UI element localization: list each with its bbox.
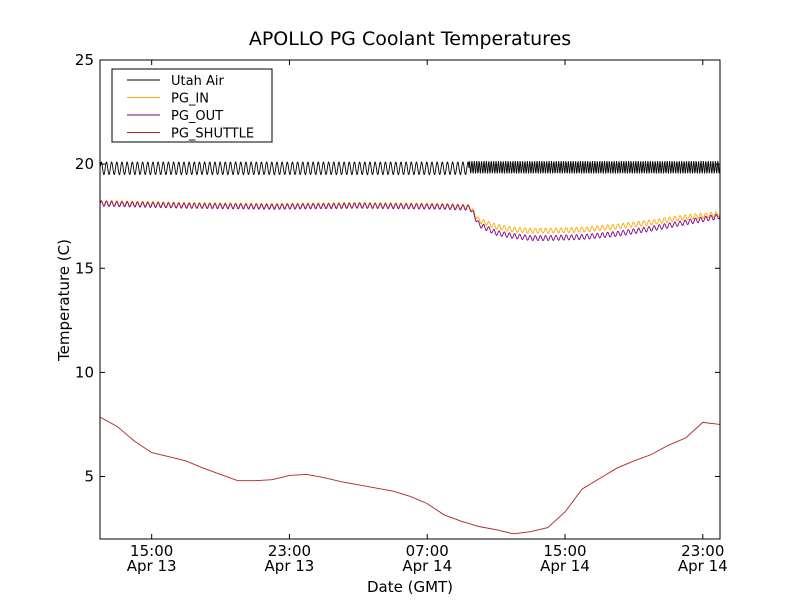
x-tick-label-time: 15:00 bbox=[543, 542, 586, 560]
x-tick-label-time: 07:00 bbox=[406, 542, 449, 560]
series-line-utah-air bbox=[100, 160, 720, 176]
y-tick-label: 15 bbox=[75, 259, 94, 277]
x-tick-label-date: Apr 14 bbox=[678, 557, 728, 575]
legend-entry-label: PG_SHUTTLE bbox=[171, 127, 254, 142]
x-tick-label-date: Apr 14 bbox=[540, 557, 590, 575]
y-tick-label: 5 bbox=[84, 468, 94, 486]
x-tick-label-time: 15:00 bbox=[130, 542, 173, 560]
x-tick-label-time: 23:00 bbox=[268, 542, 311, 560]
x-tick-label-time: 23:00 bbox=[681, 542, 724, 560]
series-line-pg-out bbox=[100, 200, 720, 242]
legend: Utah Air PG_IN PG_OUT PG_SHUTTLE bbox=[111, 68, 273, 143]
y-tick-label: 20 bbox=[75, 155, 94, 173]
chart-title: APOLLO PG Coolant Temperatures bbox=[249, 28, 571, 50]
y-tick-label: 10 bbox=[75, 363, 94, 381]
x-tick-label-date: Apr 13 bbox=[127, 557, 177, 575]
plot-frame bbox=[99, 59, 721, 540]
x-tick-label-date: Apr 13 bbox=[265, 557, 315, 575]
series-line-pg-shuttle bbox=[100, 416, 720, 535]
legend-entry-label: Utah Air bbox=[171, 74, 224, 89]
x-tick-label-date: Apr 14 bbox=[402, 557, 452, 575]
y-tick-label: 25 bbox=[75, 51, 94, 69]
legend-entry-label: PG_OUT bbox=[171, 109, 223, 124]
plot-area bbox=[99, 59, 721, 540]
y-ticks: 5 10 15 20 25 bbox=[75, 51, 720, 486]
legend-entry-label: PG_IN bbox=[171, 92, 209, 107]
y-axis-label: Temperature (C) bbox=[55, 239, 73, 362]
legend-box bbox=[111, 68, 273, 143]
x-axis-label: Date (GMT) bbox=[367, 578, 453, 596]
